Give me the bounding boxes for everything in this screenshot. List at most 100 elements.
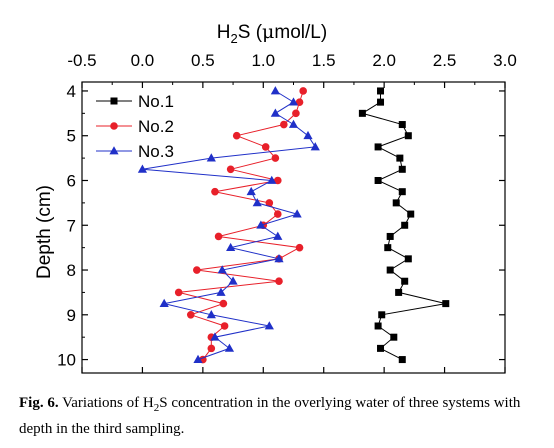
data-point-no2: [273, 176, 282, 185]
series-line-no2: [178, 90, 304, 360]
data-point-no1: [407, 210, 415, 218]
data-point-no1: [384, 244, 392, 252]
data-point-no1: [377, 87, 385, 95]
data-point-no3: [303, 130, 313, 140]
data-point-no1: [392, 199, 400, 207]
data-point-no3: [246, 186, 256, 196]
plot-area: -0.5 0.0 0.5 1.0 1.5 2.0 2.5 3.0 4 5 6 7 8 9 10 No.1 No.…: [57, 51, 517, 374]
x-tick-label: -0.5: [67, 51, 96, 70]
y-tick-label: 5: [67, 127, 76, 146]
data-point-no3: [216, 287, 226, 296]
data-point-no2: [292, 109, 300, 118]
data-point-no1: [377, 98, 385, 106]
legend-label-no1: No.1: [138, 92, 174, 111]
data-point-no3: [210, 332, 220, 341]
data-point-no2: [265, 199, 274, 207]
y-axis-label: Depth (cm): [34, 185, 55, 279]
data-point-no2: [186, 311, 195, 319]
y-tick-label: 4: [67, 82, 76, 101]
data-point-no1: [401, 221, 409, 229]
data-point-no2: [174, 288, 183, 297]
chart: H2S (μmol/L) Depth (cm) -0.5 0.0 0.5 1.0 1.5…: [34, 21, 517, 374]
data-point-no2: [271, 154, 280, 162]
data-point-no1: [374, 322, 382, 330]
x-tick-label: 1.5: [312, 51, 336, 70]
data-point-no2: [295, 98, 304, 106]
x-tick-label: 0.5: [191, 51, 215, 70]
caption-text: Variations of H: [58, 395, 154, 411]
data-point-no2: [193, 266, 201, 274]
data-point-no1: [398, 188, 406, 196]
data-point-no3: [274, 254, 284, 263]
data-point-no2: [232, 131, 241, 140]
y-tick-label: 7: [67, 216, 76, 235]
x-label-part: S (: [238, 22, 263, 43]
data-point-no2: [207, 344, 216, 353]
x-axis-label: H2S (μmol/L): [217, 21, 327, 46]
data-point-no3: [267, 175, 277, 184]
data-point-no3: [206, 153, 216, 162]
data-point-no1: [398, 356, 406, 364]
data-point-no2: [280, 120, 288, 129]
data-point-no3: [273, 231, 283, 240]
data-point-no1: [386, 266, 394, 274]
data-point-no3: [310, 142, 320, 151]
legend-marker-no2: [110, 122, 118, 130]
x-tick-label: 1.0: [251, 51, 275, 70]
legend-label-no3: No.3: [138, 142, 174, 161]
data-point-no3: [224, 343, 235, 352]
data-point-no1: [395, 288, 403, 296]
data-point-no1: [442, 300, 450, 308]
x-tick-label: 3.0: [493, 51, 517, 70]
data-point-no1: [404, 255, 412, 263]
caption-label: Fig. 6.: [19, 395, 59, 411]
x-label-part: mol/L): [274, 22, 327, 43]
data-point-no1: [377, 344, 385, 352]
legend-marker-no3: [109, 146, 119, 155]
data-point-no1: [390, 333, 398, 341]
y-tick-label: 10: [57, 351, 76, 370]
y-tick-label: 8: [67, 261, 76, 280]
x-label-part: H: [217, 22, 231, 43]
data-point-no3: [270, 108, 280, 117]
x-tick-label: 0.0: [131, 51, 155, 70]
x-tick-label: 2.0: [372, 51, 396, 70]
x-label-mu: μ: [262, 21, 274, 43]
data-point-no3: [288, 97, 299, 106]
legend-marker-no1: [110, 97, 118, 105]
data-point-no3: [292, 209, 302, 218]
data-point-no1: [358, 109, 366, 117]
legend-label-no2: No.2: [138, 117, 174, 136]
y-tick-label: 6: [67, 171, 76, 190]
data-point-no2: [226, 165, 235, 174]
data-point-no2: [214, 232, 223, 241]
data-point-no3: [206, 310, 216, 319]
data-point-no3: [137, 164, 148, 173]
data-point-no1: [398, 165, 406, 173]
data-point-no2: [299, 87, 307, 95]
data-point-no1: [386, 232, 394, 240]
data-point-no1: [374, 143, 382, 151]
data-point-no1: [398, 121, 406, 129]
data-point-no2: [261, 143, 270, 151]
data-point-no2: [220, 322, 229, 330]
data-point-no3: [270, 86, 280, 95]
data-point-no2: [273, 210, 282, 218]
x-tick-label: 2.5: [433, 51, 457, 70]
data-point-no3: [159, 298, 169, 308]
data-point-no3: [264, 321, 274, 330]
data-point-no2: [219, 299, 228, 308]
data-point-no1: [374, 176, 382, 184]
svg-text:H2S (μmol/L): H2S (μmol/L): [217, 21, 327, 46]
data-point-no1: [404, 132, 412, 140]
data-point-no1: [401, 277, 409, 285]
data-point-no3: [217, 265, 227, 274]
x-label-subscript: 2: [231, 31, 238, 46]
data-point-no1: [396, 154, 404, 162]
data-point-no3: [226, 242, 236, 252]
data-point-no1: [378, 311, 386, 319]
caption-subscript: 2: [153, 402, 160, 414]
data-point-no3: [193, 354, 203, 363]
data-point-no2: [211, 187, 219, 196]
